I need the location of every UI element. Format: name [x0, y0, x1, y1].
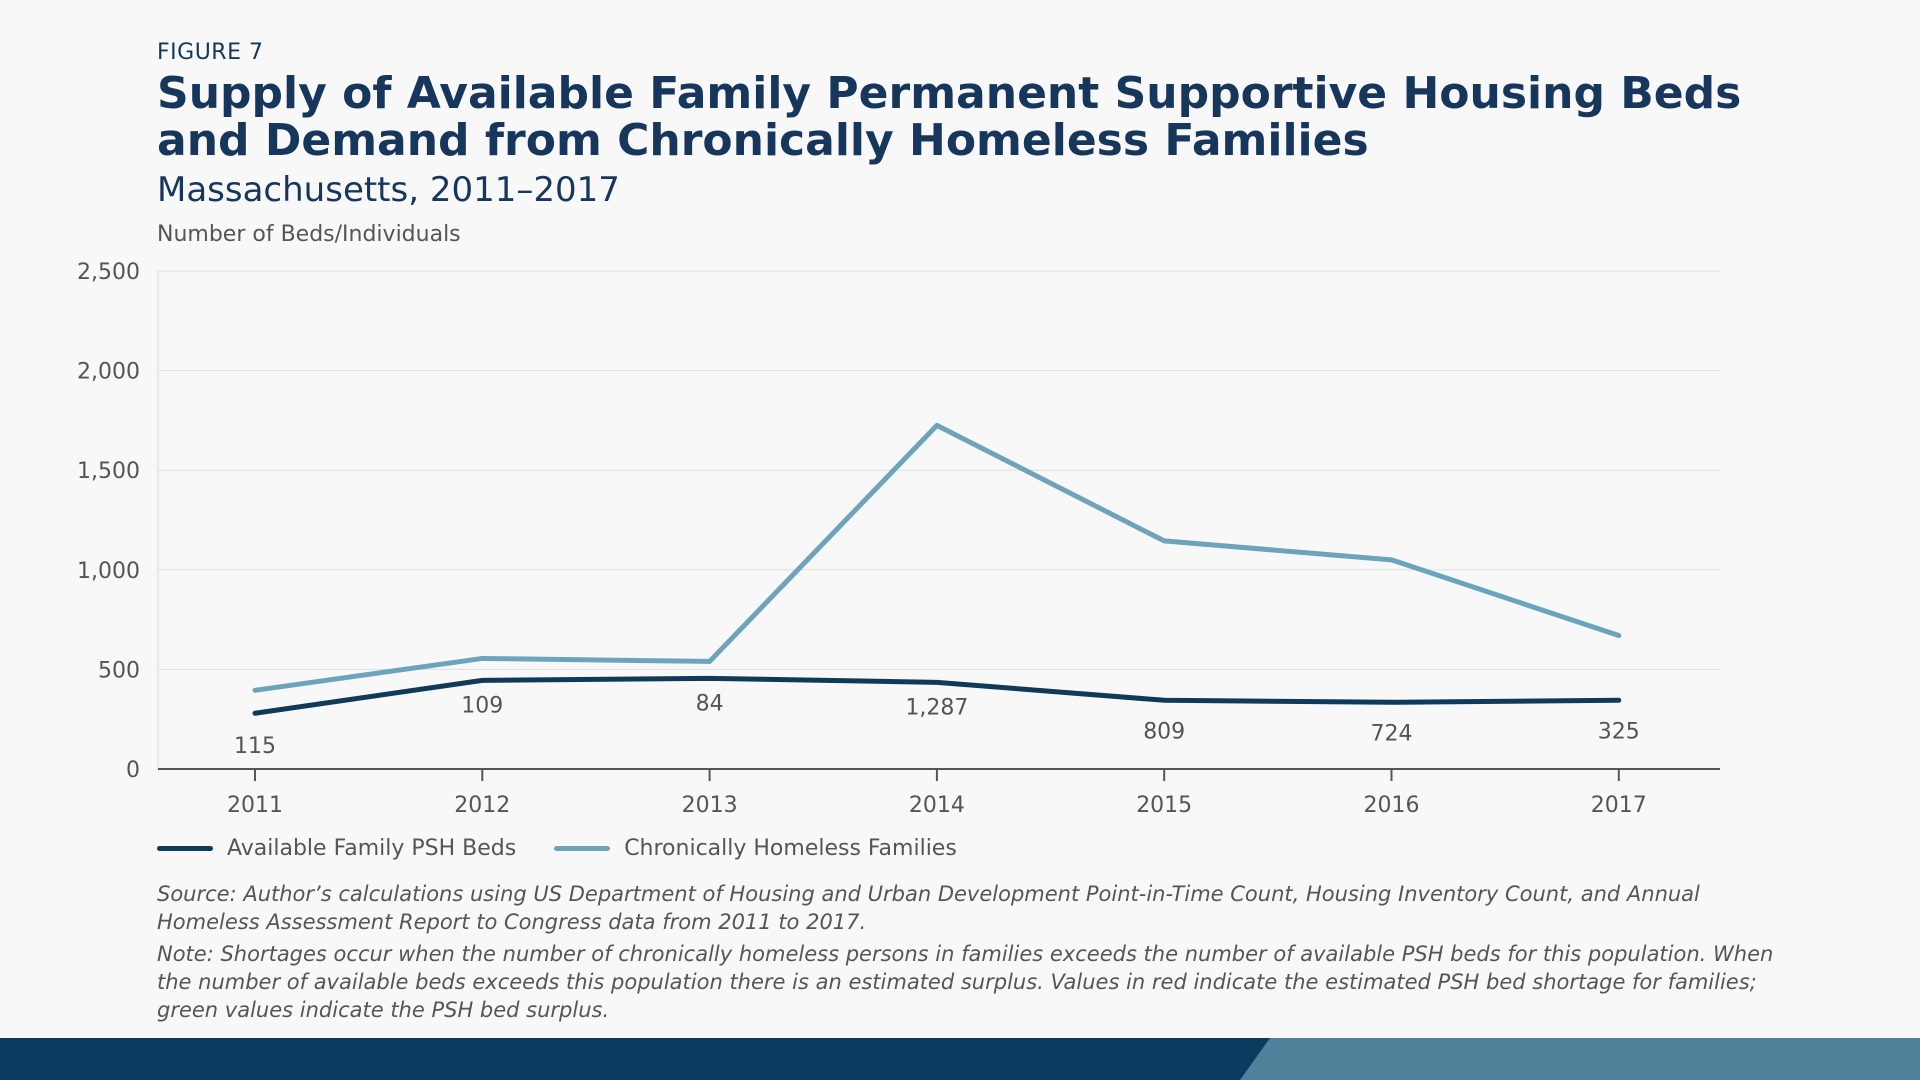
data-label: 325 — [1598, 719, 1640, 744]
x-tick-label: 2013 — [682, 793, 738, 818]
data-label: 84 — [696, 691, 724, 716]
legend: Available Family PSH Beds Chronically Ho… — [157, 836, 995, 861]
footer-accent — [1240, 1038, 1920, 1080]
legend-label-beds: Available Family PSH Beds — [227, 836, 517, 861]
data-label: 1,287 — [905, 695, 968, 720]
data-label: 809 — [1143, 719, 1185, 744]
y-tick-label: 1,000 — [77, 559, 140, 584]
y-axis-label: Number of Beds/Individuals — [157, 222, 461, 247]
legend-swatch-beds — [157, 846, 213, 851]
x-tick-label: 2017 — [1591, 793, 1647, 818]
x-tick-label: 2011 — [227, 793, 283, 818]
legend-swatch-families — [554, 846, 611, 851]
chart-subtitle: Massachusetts, 2011–2017 — [157, 170, 620, 210]
x-tick-label: 2016 — [1364, 793, 1420, 818]
data-label: 724 — [1371, 721, 1413, 746]
y-tick-label: 500 — [98, 658, 140, 683]
chart-title: Supply of Available Family Permanent Sup… — [157, 68, 1742, 166]
legend-item-families: Chronically Homeless Families — [554, 836, 957, 861]
data-label: 109 — [461, 693, 503, 718]
figure-label: FIGURE 7 — [157, 40, 264, 65]
y-tick-label: 0 — [126, 758, 140, 783]
x-tick-label: 2014 — [909, 793, 965, 818]
source-note: Source: Author’s calculations using US D… — [157, 882, 1700, 934]
explanatory-note: Note: Shortages occur when the number of… — [157, 942, 1774, 1022]
families-line — [252, 422, 1622, 693]
legend-label-families: Chronically Homeless Families — [624, 836, 957, 861]
y-tick-label: 1,500 — [77, 459, 140, 484]
x-tick-label: 2012 — [454, 793, 510, 818]
legend-item-beds: Available Family PSH Beds — [157, 836, 516, 861]
data-label: 115 — [234, 734, 276, 759]
x-tick-label: 2015 — [1136, 793, 1192, 818]
y-tick-label: 2,500 — [77, 260, 140, 285]
y-tick-label: 2,000 — [77, 360, 140, 385]
